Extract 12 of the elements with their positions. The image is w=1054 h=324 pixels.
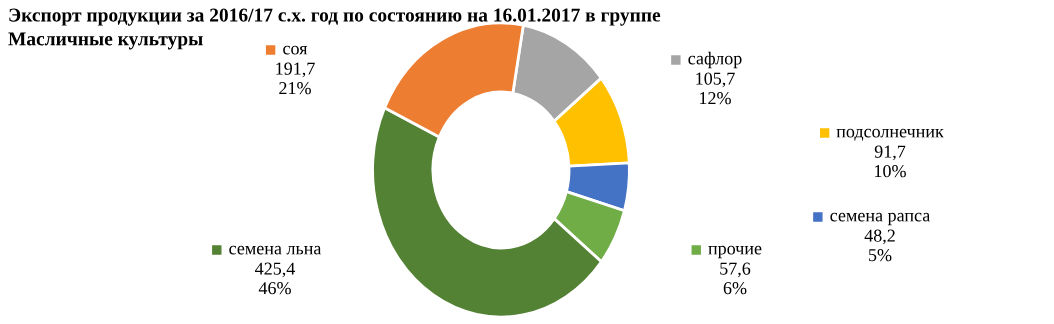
data-label: 91,7 10% — [874, 145, 906, 178]
data-label: 57,6 6% — [720, 262, 751, 295]
legend-label: семена льна — [229, 245, 322, 255]
legend-label: подсолнечник — [836, 128, 944, 141]
data-label: 191,7 21% — [276, 62, 315, 95]
legend-label: прочие — [708, 245, 762, 259]
legend-label: соя — [283, 45, 308, 55]
legend-label: сафлор — [688, 51, 742, 69]
data-label: 105,7 12% — [696, 72, 735, 105]
data-label: 48,2 5% — [864, 229, 895, 262]
legend-label: семена рапса — [830, 212, 931, 226]
data-label: 425,4 46% — [255, 262, 296, 295]
